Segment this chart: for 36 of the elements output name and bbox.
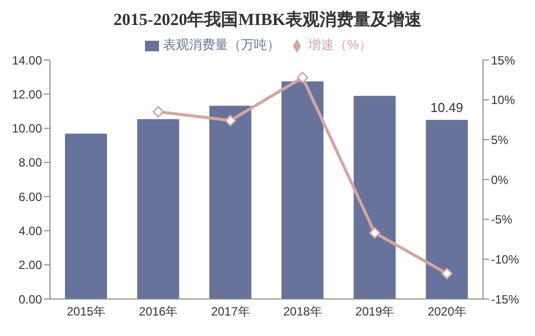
bar xyxy=(426,120,468,299)
y2-tick-label: -5% xyxy=(491,212,513,227)
point xyxy=(441,268,453,280)
legend-label: 表观消费量（万吨） xyxy=(163,37,280,52)
bar xyxy=(354,96,396,299)
y-tick-label: 6.00 xyxy=(18,190,42,204)
bar xyxy=(137,119,180,299)
y-tick-label: 0.00 xyxy=(18,292,42,306)
point xyxy=(369,227,380,239)
point xyxy=(152,106,164,118)
y2-tick-label: 0% xyxy=(491,172,509,187)
x-tick-label: 2019年 xyxy=(355,304,394,319)
x-tick-label: 2017年 xyxy=(211,304,250,319)
bar xyxy=(209,106,252,299)
x-tick-label: 2015年 xyxy=(66,304,106,319)
y2-tick-label: 15% xyxy=(491,53,516,68)
y-tick-label: 10.00 xyxy=(12,122,42,136)
y-tick-label: 12.00 xyxy=(12,87,42,102)
bar xyxy=(282,81,324,299)
point xyxy=(296,72,308,84)
data-label: 10.49 xyxy=(430,100,464,115)
x-tick-label: 2018年 xyxy=(283,304,322,319)
point xyxy=(224,114,236,126)
y-tick-label: 4.00 xyxy=(18,224,42,238)
bar xyxy=(65,134,107,299)
y-tick-label: 2.00 xyxy=(18,258,42,272)
legend-label: 增速（%） xyxy=(308,37,372,52)
y2-tick-label: 5% xyxy=(491,132,509,147)
y-tick-label: 8.00 xyxy=(18,156,42,170)
y2-tick-label: 10% xyxy=(491,93,516,108)
x-tick-label: 2016年 xyxy=(138,304,178,319)
y-tick-label: 14.00 xyxy=(12,53,42,68)
y2-tick-label: -15% xyxy=(491,292,520,306)
chart-title: 2015-2020年我国MIBK表观消费量及增速 xyxy=(112,9,422,31)
x-tick-label: 2020年 xyxy=(428,304,466,319)
y2-tick-label: -10% xyxy=(491,252,520,266)
